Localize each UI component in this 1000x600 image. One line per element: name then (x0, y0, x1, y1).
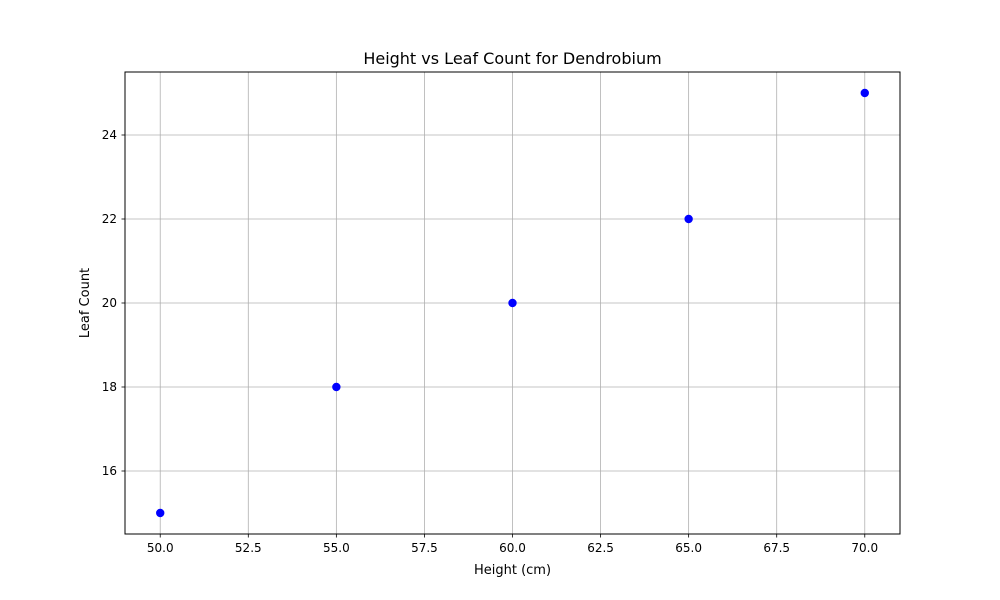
x-tick-label: 67.5 (763, 541, 790, 555)
x-tick-label: 52.5 (235, 541, 262, 555)
x-axis-title: Height (cm) (474, 563, 551, 578)
x-tick-label: 65.0 (675, 541, 702, 555)
chart-title: Height vs Leaf Count for Dendrobium (363, 49, 661, 68)
x-tick-label: 55.0 (323, 541, 350, 555)
data-point (684, 214, 693, 224)
y-axis-title: Leaf Count (78, 268, 93, 338)
x-tick-label: 57.5 (411, 541, 438, 555)
y-tick-label: 20 (102, 296, 117, 310)
y-tick-label: 18 (102, 380, 117, 394)
y-axis-ticks: 16 18 20 22 24 (102, 128, 125, 478)
data-point (860, 88, 869, 98)
y-tick-label: 24 (102, 128, 117, 142)
data-point (508, 298, 517, 308)
y-tick-label: 22 (102, 212, 117, 226)
y-tick-label: 16 (102, 464, 117, 478)
x-tick-label: 70.0 (851, 541, 878, 555)
x-tick-label: 62.5 (587, 541, 614, 555)
data-point (156, 508, 165, 518)
data-points (156, 88, 869, 518)
x-tick-label: 60.0 (499, 541, 526, 555)
x-tick-label: 50.0 (147, 541, 174, 555)
grid-lines (125, 72, 900, 534)
x-axis-ticks: 50.0 52.5 55.0 57.5 60.0 62.5 65.0 67.5 70.0 (147, 534, 878, 555)
data-point (332, 382, 341, 392)
